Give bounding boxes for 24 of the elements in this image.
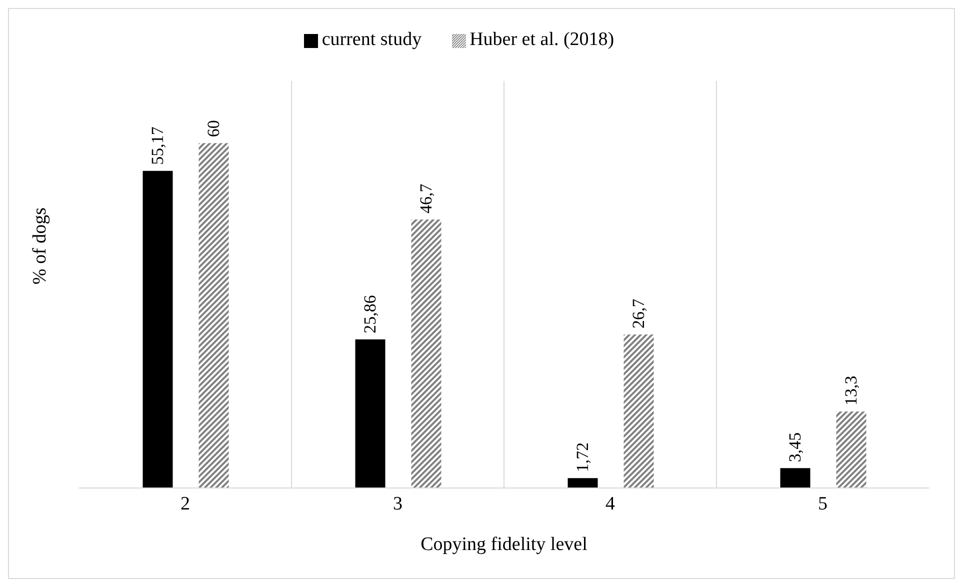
x-tick-label: 4 — [606, 493, 616, 514]
data-label: 13,3 — [842, 376, 861, 406]
x-axis-title: Copying fidelity level — [420, 534, 588, 555]
data-label: 3,45 — [786, 432, 805, 462]
legend-label: current study — [322, 29, 422, 50]
legend-label: Huber et al. (2018) — [470, 29, 614, 50]
bar — [411, 220, 442, 488]
data-label: 60 — [204, 120, 224, 138]
x-tick-label: 3 — [393, 493, 402, 514]
bar — [624, 334, 654, 488]
data-label: 46,7 — [416, 183, 436, 214]
x-tick-label: 5 — [818, 493, 828, 514]
bar — [198, 143, 229, 488]
bar — [780, 468, 810, 488]
bar — [355, 339, 386, 488]
data-label: 55,17 — [148, 126, 168, 165]
data-label: 26,7 — [629, 298, 648, 329]
y-axis-title: % of dogs — [30, 207, 51, 284]
bar — [142, 170, 173, 488]
bar — [836, 412, 866, 488]
bar — [568, 478, 598, 488]
data-label: 25,86 — [360, 295, 380, 334]
data-label: 1,72 — [573, 442, 592, 472]
x-tick-label: 2 — [180, 493, 190, 514]
